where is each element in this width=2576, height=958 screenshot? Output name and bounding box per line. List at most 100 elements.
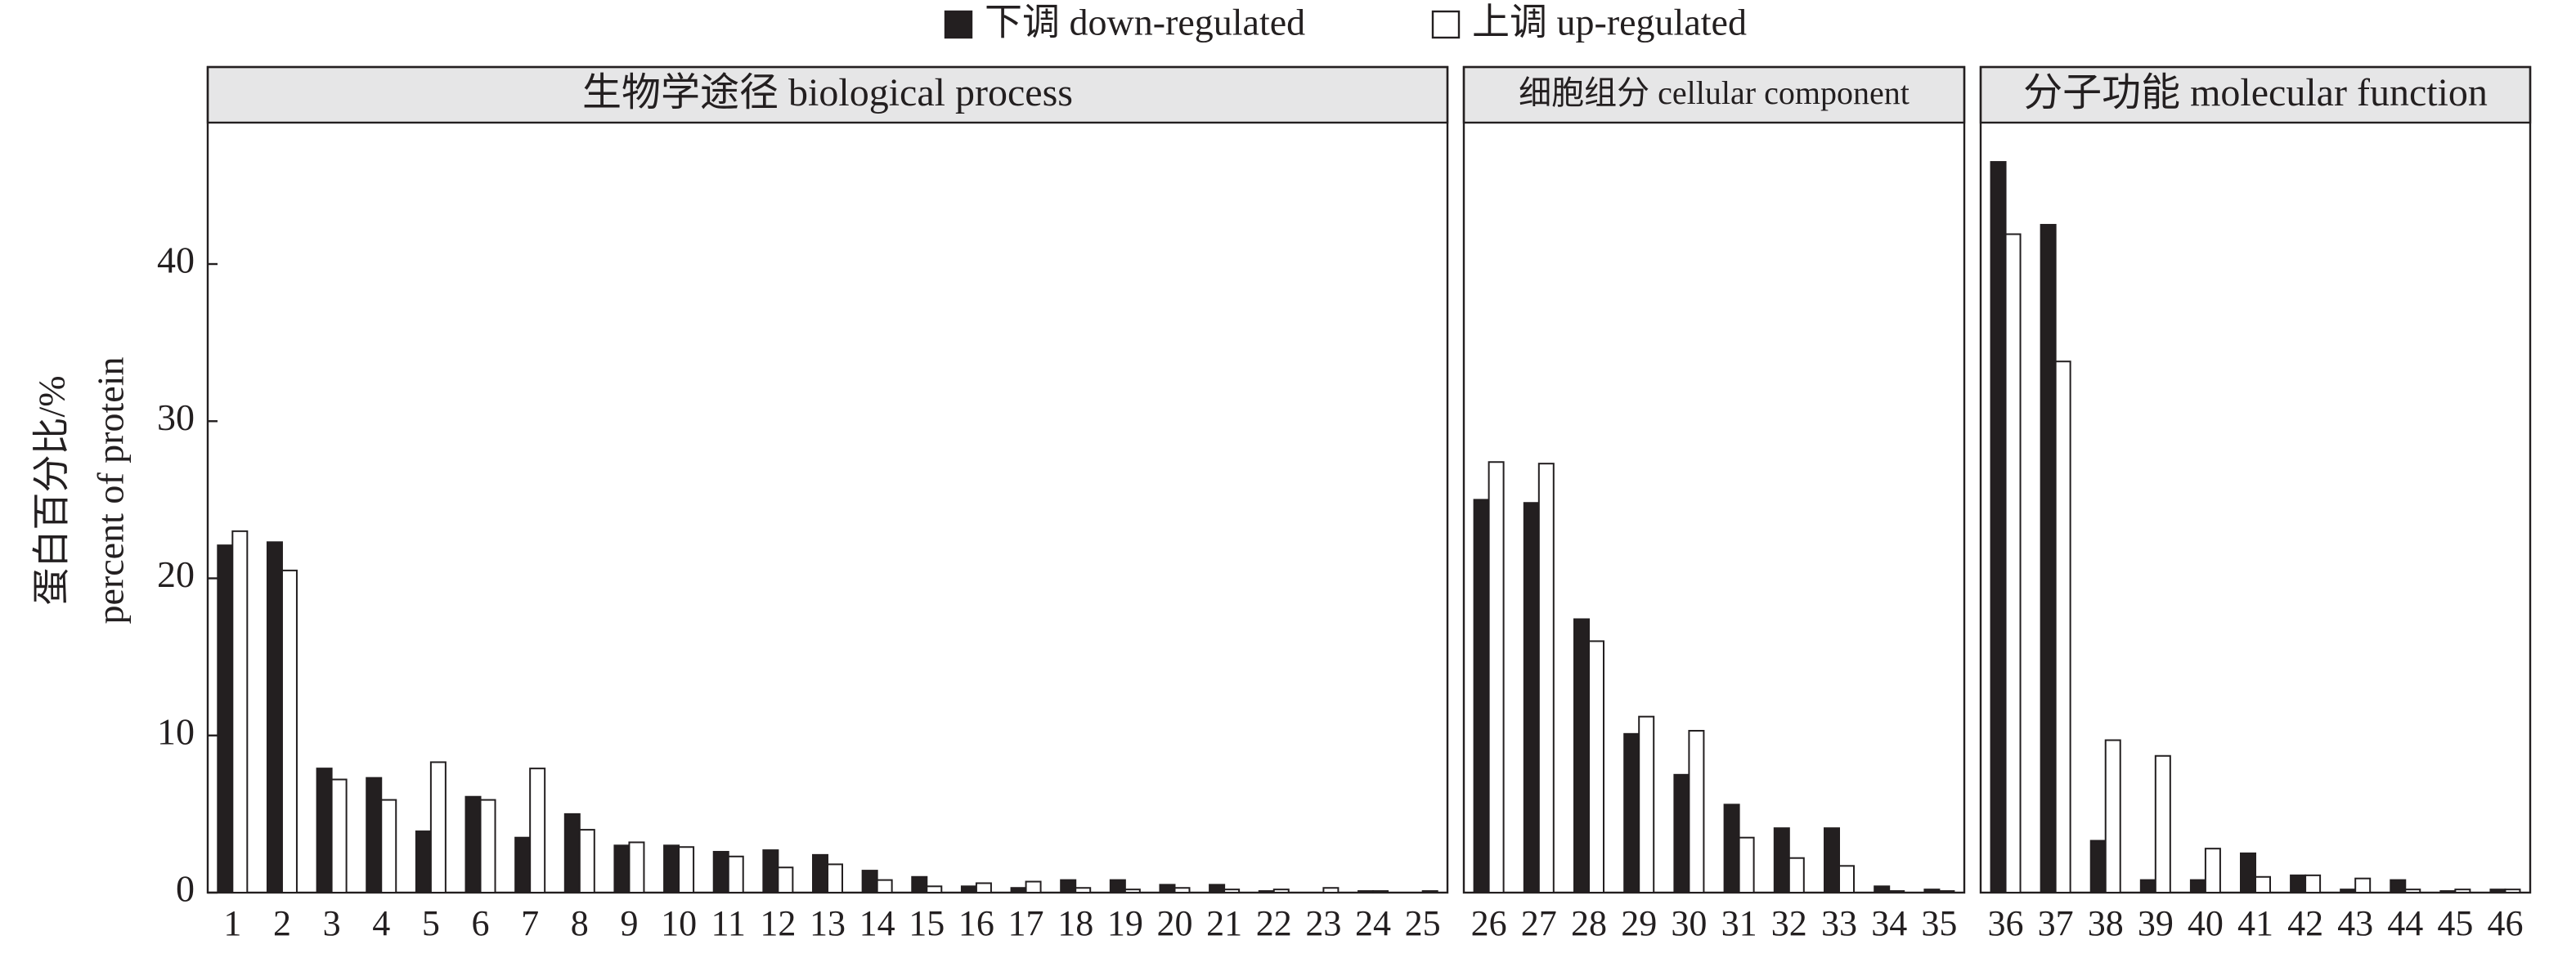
bar: [777, 866, 794, 894]
bar: [316, 768, 333, 893]
bar: [1322, 887, 1340, 894]
x-tick-label: 3: [323, 903, 341, 943]
bar: [2504, 889, 2521, 894]
x-tick-label: 26: [1471, 903, 1507, 943]
bar: [563, 813, 581, 894]
bar: [2340, 889, 2357, 894]
bar: [2189, 879, 2206, 893]
bar: [1258, 890, 1275, 893]
bar: [911, 875, 928, 894]
bar: [1688, 729, 1705, 893]
x-tick-label: 41: [2237, 903, 2273, 943]
bar: [2154, 754, 2171, 894]
x-tick-label: 44: [2387, 903, 2423, 943]
x-tick-label: 46: [2487, 903, 2523, 943]
x-tick-label: 39: [2138, 903, 2174, 943]
bar: [1358, 890, 1375, 893]
x-tick-label: 22: [1256, 903, 1292, 943]
bar: [1075, 887, 1092, 894]
bar: [1573, 618, 1590, 894]
bar: [280, 569, 298, 893]
legend-label: 上调 up-regulated: [1472, 2, 1747, 43]
bar: [762, 849, 779, 893]
bar: [2354, 877, 2372, 894]
bar: [330, 778, 348, 893]
bar: [2489, 889, 2506, 894]
bar: [876, 879, 893, 893]
x-tick-label: 1: [223, 903, 241, 943]
bar: [663, 844, 680, 894]
x-tick-label: 43: [2337, 903, 2373, 943]
bar: [613, 844, 631, 894]
bar: [479, 799, 496, 893]
bar: [1421, 890, 1438, 893]
bar: [1888, 890, 1905, 893]
panel-title: 细胞组分 cellular component: [1519, 74, 1910, 111]
bar: [1824, 827, 1840, 893]
x-tick-label: 42: [2287, 903, 2323, 943]
bar: [1588, 640, 1604, 893]
legend-swatch: [1431, 10, 1461, 39]
x-tick-label: 15: [909, 903, 945, 943]
bar: [429, 761, 447, 893]
bar: [1723, 804, 1740, 893]
x-tick-label: 19: [1107, 903, 1143, 943]
x-tick-label: 27: [1521, 903, 1557, 943]
bar: [1773, 827, 1790, 893]
x-tick-label: 17: [1008, 903, 1044, 943]
bar: [2139, 879, 2156, 893]
bar: [827, 863, 843, 893]
bar: [1124, 889, 1141, 894]
x-tick-label: 45: [2437, 903, 2473, 943]
bar: [1623, 732, 1640, 893]
bar: [2304, 874, 2322, 893]
bar: [1209, 884, 1226, 893]
bar: [2290, 874, 2307, 893]
bar: [1488, 461, 1505, 893]
x-tick-label: 2: [273, 903, 291, 943]
bar: [1025, 880, 1042, 893]
bar: [366, 777, 383, 894]
x-tick-label: 14: [859, 903, 895, 943]
panel-header: [206, 65, 1449, 124]
x-tick-label: 21: [1206, 903, 1242, 943]
x-tick-label: 11: [711, 903, 746, 943]
bar: [1990, 161, 2007, 893]
bar: [217, 544, 234, 894]
x-tick-label: 23: [1305, 903, 1341, 943]
x-tick-label: 34: [1871, 903, 1907, 943]
bar: [415, 830, 432, 893]
y-tick-label: 40: [157, 239, 195, 281]
bar: [231, 530, 249, 893]
bar: [380, 799, 397, 893]
bar: [975, 882, 992, 894]
bar: [812, 853, 828, 893]
bar: [464, 795, 482, 893]
x-tick-label: 38: [2088, 903, 2124, 943]
x-tick-label: 30: [1671, 903, 1707, 943]
x-tick-label: 37: [2038, 903, 2074, 943]
x-tick-label: 7: [521, 903, 539, 943]
bar: [2255, 875, 2271, 894]
bar: [1788, 857, 1805, 894]
x-tick-label: 8: [571, 903, 589, 943]
y-axis-label: percent of protein: [90, 357, 132, 624]
bar: [1537, 463, 1555, 893]
bar: [266, 541, 283, 893]
x-tick-label: 13: [810, 903, 846, 943]
bar: [1638, 715, 1655, 894]
legend-label: 下调 down-regulated: [985, 2, 1305, 43]
x-tick-label: 5: [422, 903, 440, 943]
bar: [2089, 839, 2107, 894]
bar: [1673, 773, 1690, 894]
bar: [1372, 890, 1389, 893]
bar: [2454, 889, 2471, 894]
panel-frame: [206, 65, 1449, 894]
x-tick-label: 40: [2188, 903, 2224, 943]
bar: [1272, 889, 1290, 894]
x-tick-label: 32: [1771, 903, 1807, 943]
bar: [861, 870, 878, 893]
bar: [514, 836, 532, 893]
bar: [2004, 233, 2022, 893]
bar: [1010, 887, 1027, 894]
